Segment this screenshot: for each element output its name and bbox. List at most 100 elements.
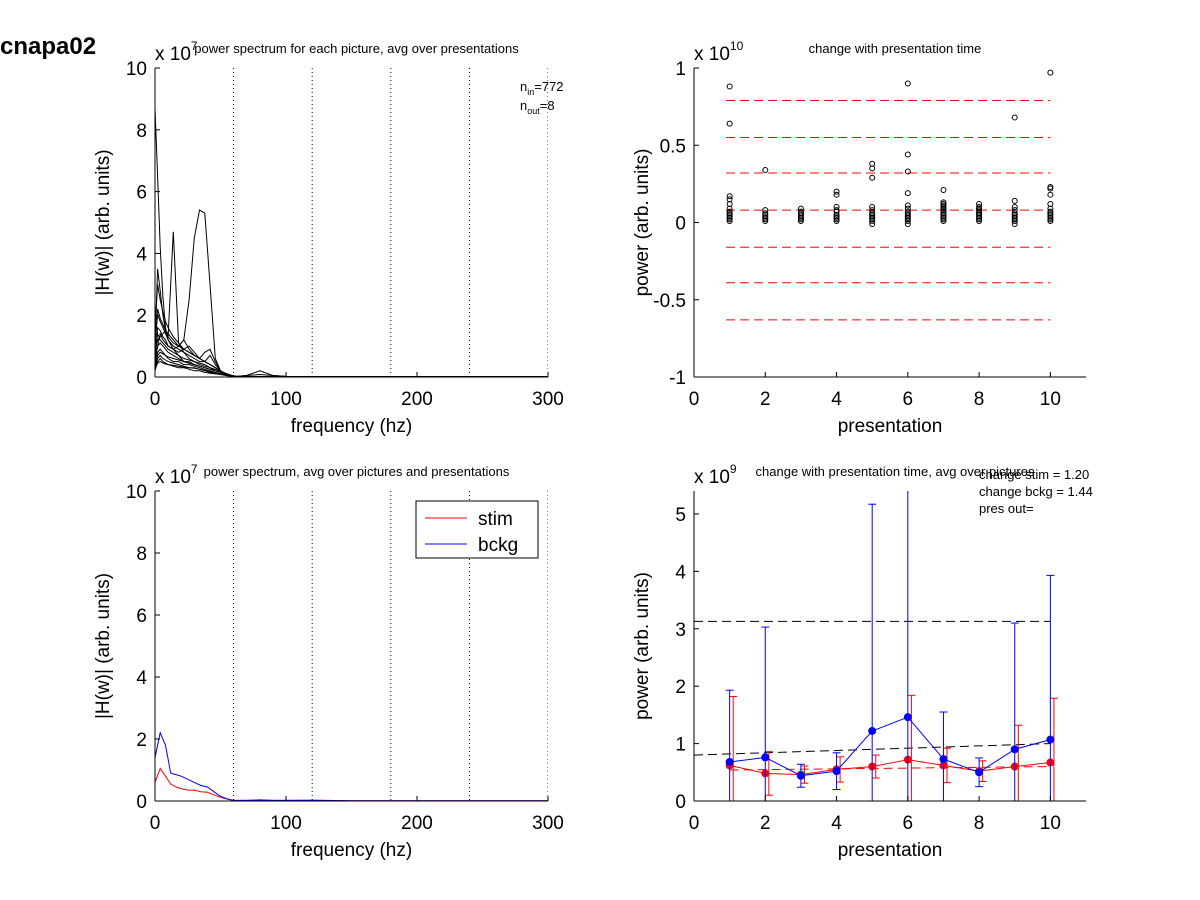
- legend-box: [415, 500, 539, 559]
- series-line-bckg: [729, 716, 1051, 777]
- data-point: [762, 166, 769, 173]
- n-in-annotation: nin=772: [520, 79, 564, 97]
- data-point: [904, 151, 911, 158]
- data-point: [1011, 197, 1018, 204]
- y-tick-label: -0.5: [653, 291, 686, 312]
- x-tick-label: 10: [1040, 813, 1061, 834]
- y-axis-label: |H(w)| (arb. units): [93, 149, 114, 295]
- series-line-stim: [729, 759, 1051, 776]
- x-axis-label: frequency (hz): [291, 840, 412, 861]
- legend-label-bckg: bckg: [478, 535, 518, 556]
- data-point: [1011, 204, 1018, 211]
- series-line-stim: [155, 767, 548, 801]
- n-out-annotation: nout=8: [520, 98, 555, 116]
- data-point: [1047, 217, 1054, 224]
- data-point: [1011, 221, 1018, 228]
- y-tick-label: 1: [675, 59, 686, 80]
- data-point: [726, 193, 733, 200]
- data-point: [833, 191, 840, 198]
- stats-annotation: pres out=: [979, 501, 1034, 516]
- data-point: [1047, 191, 1054, 198]
- x-axis-label: frequency (hz): [291, 416, 412, 437]
- figure-title: cnapa02: [0, 33, 96, 60]
- data-point: [940, 187, 947, 194]
- y-tick-label: 8: [136, 544, 147, 565]
- series-line-1: [155, 231, 548, 377]
- x-tick-label: 200: [401, 813, 433, 834]
- y-tick-label: 2: [136, 306, 147, 327]
- subplot-p3: 0 100 200 300 0 2 4 6 8 10 frequency (hz) |H(w)| (a…: [93, 462, 564, 861]
- x-tick-label: 200: [401, 389, 433, 410]
- axis-exponent: x 107: [155, 39, 198, 65]
- fit-line-dashed-stim: [729, 766, 1051, 771]
- plot-area: [155, 68, 548, 377]
- y-tick-label: 2: [675, 677, 686, 698]
- fit-line-dashed: [694, 743, 1051, 756]
- data-point: [1011, 217, 1018, 224]
- plot-area: [726, 69, 1054, 321]
- data-point: [976, 217, 983, 224]
- axis-exponent: x 1010: [694, 39, 744, 65]
- data-point: [904, 190, 911, 197]
- x-tick-label: 6: [903, 813, 914, 834]
- y-axis-label: power (arb. units): [632, 149, 653, 297]
- data-point-bckg: [1010, 745, 1019, 754]
- plot-area: [694, 491, 1058, 801]
- data-point-bckg: [761, 753, 770, 762]
- data-point-bckg: [832, 767, 841, 776]
- data-point: [869, 204, 876, 211]
- data-point: [1047, 185, 1054, 192]
- data-point: [797, 217, 804, 224]
- x-tick-label: 300: [532, 813, 564, 834]
- plot-title: change with presentation time, avg over …: [756, 464, 1035, 479]
- y-tick-label: 0.5: [660, 136, 686, 157]
- x-tick-label: 100: [270, 813, 302, 834]
- y-axis-label: |H(w)| (arb. units): [93, 573, 114, 719]
- axis-exponent: x 109: [694, 462, 737, 488]
- x-axis-label: presentation: [838, 840, 943, 861]
- legend: stim bckg: [415, 500, 539, 559]
- data-point: [869, 221, 876, 228]
- y-tick-label: 0: [675, 792, 686, 813]
- x-tick-label: 4: [831, 389, 842, 410]
- plot-title: power spectrum for each picture, avg ove…: [194, 41, 519, 56]
- data-point-bckg: [939, 755, 948, 764]
- y-tick-label: 6: [136, 183, 147, 204]
- y-tick-label: 2: [136, 730, 147, 751]
- x-tick-label: 100: [270, 389, 302, 410]
- x-tick-label: 300: [532, 389, 564, 410]
- x-tick-label: 0: [150, 813, 161, 834]
- data-point-bckg: [1046, 735, 1055, 744]
- series-line-bckg: [155, 731, 548, 801]
- plot-title: change with presentation time: [809, 41, 982, 56]
- x-axis-label: presentation: [838, 416, 943, 437]
- y-tick-label: 4: [136, 244, 147, 265]
- data-point: [762, 217, 769, 224]
- data-point-bckg: [868, 726, 877, 735]
- data-point-bckg: [903, 713, 912, 722]
- data-point: [1047, 69, 1054, 76]
- x-tick-label: 6: [903, 389, 914, 410]
- series-line-2: [155, 209, 548, 377]
- data-point: [726, 217, 733, 224]
- data-point: [869, 174, 876, 181]
- data-point: [940, 217, 947, 224]
- x-tick-label: 2: [760, 813, 771, 834]
- y-tick-label: 10: [126, 59, 147, 80]
- y-tick-label: 4: [675, 562, 686, 583]
- data-point: [904, 221, 911, 228]
- data-point: [904, 217, 911, 224]
- data-point: [869, 217, 876, 224]
- stats-annotation: change bckg = 1.44: [979, 484, 1093, 499]
- data-point: [869, 165, 876, 172]
- data-point: [904, 168, 911, 175]
- y-tick-label: 0: [136, 792, 147, 813]
- subplot-p1: 0 100 200 300 0 2 4 6 8 10 frequency (hz) |H(w)| (a…: [93, 39, 564, 437]
- data-point: [833, 217, 840, 224]
- data-point-bckg: [725, 757, 734, 766]
- stats-annotation: change stim = 1.20: [979, 467, 1089, 482]
- y-tick-label: 8: [136, 121, 147, 142]
- x-tick-label: 8: [974, 389, 985, 410]
- data-point-bckg: [975, 768, 984, 777]
- y-tick-label: 3: [675, 620, 686, 641]
